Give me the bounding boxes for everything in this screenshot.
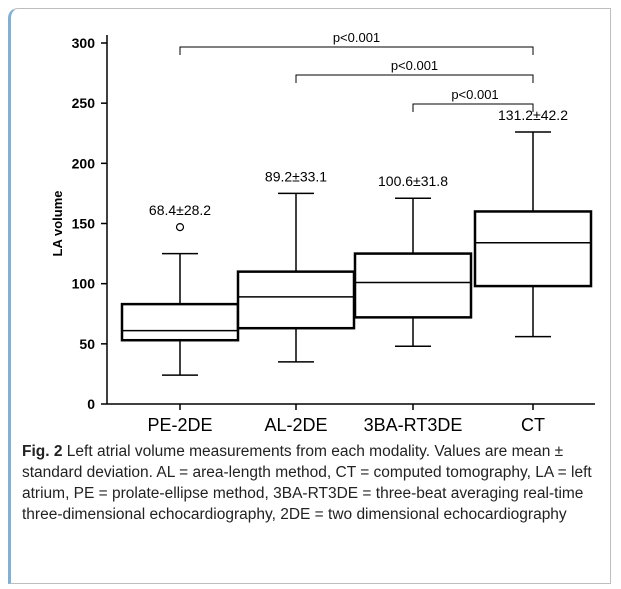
- mean-sd-label: 89.2±33.1: [265, 168, 327, 184]
- significance-bracket: [179, 46, 534, 55]
- mean-sd-label: 100.6±31.8: [378, 173, 448, 189]
- y-tick-label: 100: [72, 276, 96, 292]
- outlier-point: [175, 223, 185, 232]
- x-tick-label: CT: [521, 415, 545, 435]
- figure-label: Fig. 2: [22, 443, 63, 460]
- box-iqr: [120, 302, 240, 342]
- mean-sd-label: 68.4±28.2: [149, 202, 211, 218]
- box-iqr: [353, 252, 473, 319]
- mean-sd-label: 131.2±42.2: [498, 107, 568, 123]
- p-value-label: p<0.001: [451, 87, 498, 102]
- x-tick-label: PE-2DE: [147, 415, 212, 435]
- figure-frame: [8, 8, 611, 584]
- y-tick-label: 200: [72, 155, 96, 171]
- y-tick-label: 50: [79, 336, 95, 352]
- p-value-label: p<0.001: [391, 58, 438, 73]
- y-tick-label: 250: [72, 95, 96, 111]
- box-iqr: [236, 270, 356, 330]
- x-tick-label: AL-2DE: [264, 415, 327, 435]
- box-iqr: [473, 210, 593, 288]
- y-tick-label: 150: [72, 216, 96, 232]
- x-tick-label: 3BA-RT3DE: [364, 415, 463, 435]
- p-value-label: p<0.001: [333, 30, 380, 45]
- y-tick-label: 300: [72, 35, 96, 51]
- significance-bracket: [295, 74, 534, 83]
- significance-bracket: [412, 103, 534, 112]
- y-axis-label: LA volume: [50, 191, 65, 257]
- caption-text: Left atrial volume measurements from eac…: [22, 443, 592, 523]
- figure-caption: Fig. 2 Left atrial volume measurements f…: [22, 441, 607, 525]
- boxplot-chart: 0 50 100 150 200 250 300 LA volume 68.4±28.2 PE-2…: [50, 30, 595, 435]
- y-tick-label: 0: [87, 396, 95, 412]
